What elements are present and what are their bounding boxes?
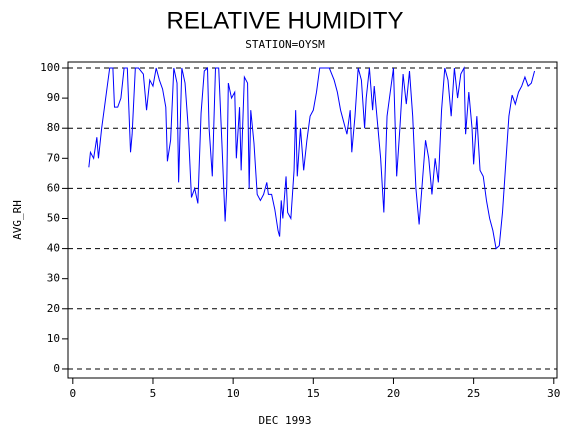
y-tick-label: 50 — [47, 211, 60, 224]
y-tick-label: 20 — [47, 302, 60, 315]
x-tick-label: 30 — [547, 387, 560, 400]
y-tick-label: 90 — [47, 91, 60, 104]
y-tick-label: 40 — [47, 242, 60, 255]
x-tick-label: 15 — [307, 387, 320, 400]
y-tick-label: 80 — [47, 121, 60, 134]
y-tick-label: 100 — [40, 61, 60, 74]
y-tick-label: 60 — [47, 181, 60, 194]
x-tick-label: 5 — [150, 387, 157, 400]
chart-title: RELATIVE HUMIDITY — [167, 7, 404, 34]
x-axis-label: DEC 1993 — [259, 414, 312, 427]
y-tick-label: 0 — [53, 362, 60, 375]
x-tick-label: 25 — [467, 387, 480, 400]
x-tick-label: 10 — [227, 387, 240, 400]
x-tick-label: 0 — [69, 387, 76, 400]
data-line — [88, 66, 536, 250]
y-tick-label: 30 — [47, 272, 60, 285]
y-tick-label: 10 — [47, 332, 60, 345]
chart-subtitle: STATION=OYSM — [245, 38, 325, 51]
y-axis-label: AVG_RH — [11, 200, 24, 240]
y-tick-label: 70 — [47, 151, 60, 164]
x-tick-label: 20 — [387, 387, 400, 400]
plot-frame — [67, 61, 558, 379]
